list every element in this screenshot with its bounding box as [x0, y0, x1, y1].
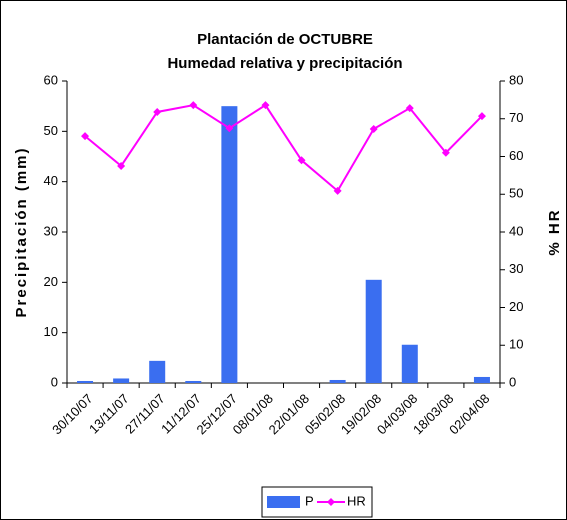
chart-title: Plantación de OCTUBRE — [197, 31, 373, 48]
y-axis-label: Precipitación (mm) — [13, 146, 30, 317]
y-tick-label: 30 — [44, 223, 58, 238]
line-marker — [333, 186, 342, 195]
y2-tick-label: 40 — [509, 223, 523, 238]
bar — [185, 380, 202, 383]
y2-tick-label: 70 — [509, 110, 523, 125]
bar — [365, 279, 382, 383]
y2-tick-label: 60 — [509, 148, 523, 163]
y2-tick-label: 30 — [509, 261, 523, 276]
line-marker — [405, 104, 414, 113]
bar — [77, 380, 94, 383]
chart-subtitle: Humedad relativa y precipitación — [167, 55, 402, 72]
y-tick-label: 60 — [44, 72, 58, 87]
y2-tick-label: 20 — [509, 299, 523, 314]
y2-axis-label: % HR — [546, 208, 563, 255]
y-tick-label: 10 — [44, 324, 58, 339]
line — [84, 103, 483, 193]
line-marker — [477, 112, 486, 121]
line-marker — [261, 101, 270, 110]
y-tick-label: 20 — [44, 274, 58, 289]
bar — [221, 106, 238, 384]
line-marker — [369, 124, 378, 133]
y2-tick-label: 0 — [509, 374, 516, 389]
line-marker — [189, 101, 198, 110]
bar — [113, 378, 130, 383]
line-marker — [153, 107, 162, 116]
legend-swatch — [267, 496, 300, 508]
legend-label: HR — [347, 493, 366, 508]
legend-label: P — [305, 493, 314, 508]
line-marker — [81, 132, 90, 141]
y-tick-label: 0 — [51, 374, 58, 389]
line-marker — [117, 161, 126, 170]
bar — [473, 376, 490, 383]
line-marker — [225, 124, 234, 133]
y-tick-label: 50 — [44, 123, 58, 138]
y2-tick-label: 10 — [509, 337, 523, 352]
line-marker — [441, 148, 450, 157]
line-marker — [297, 156, 306, 165]
bar — [329, 379, 346, 383]
bar — [149, 360, 166, 383]
y2-tick-label: 50 — [509, 186, 523, 201]
legend-marker — [327, 498, 335, 506]
y2-tick-label: 80 — [509, 72, 523, 87]
bar — [401, 344, 418, 383]
y-tick-label: 40 — [44, 173, 58, 188]
